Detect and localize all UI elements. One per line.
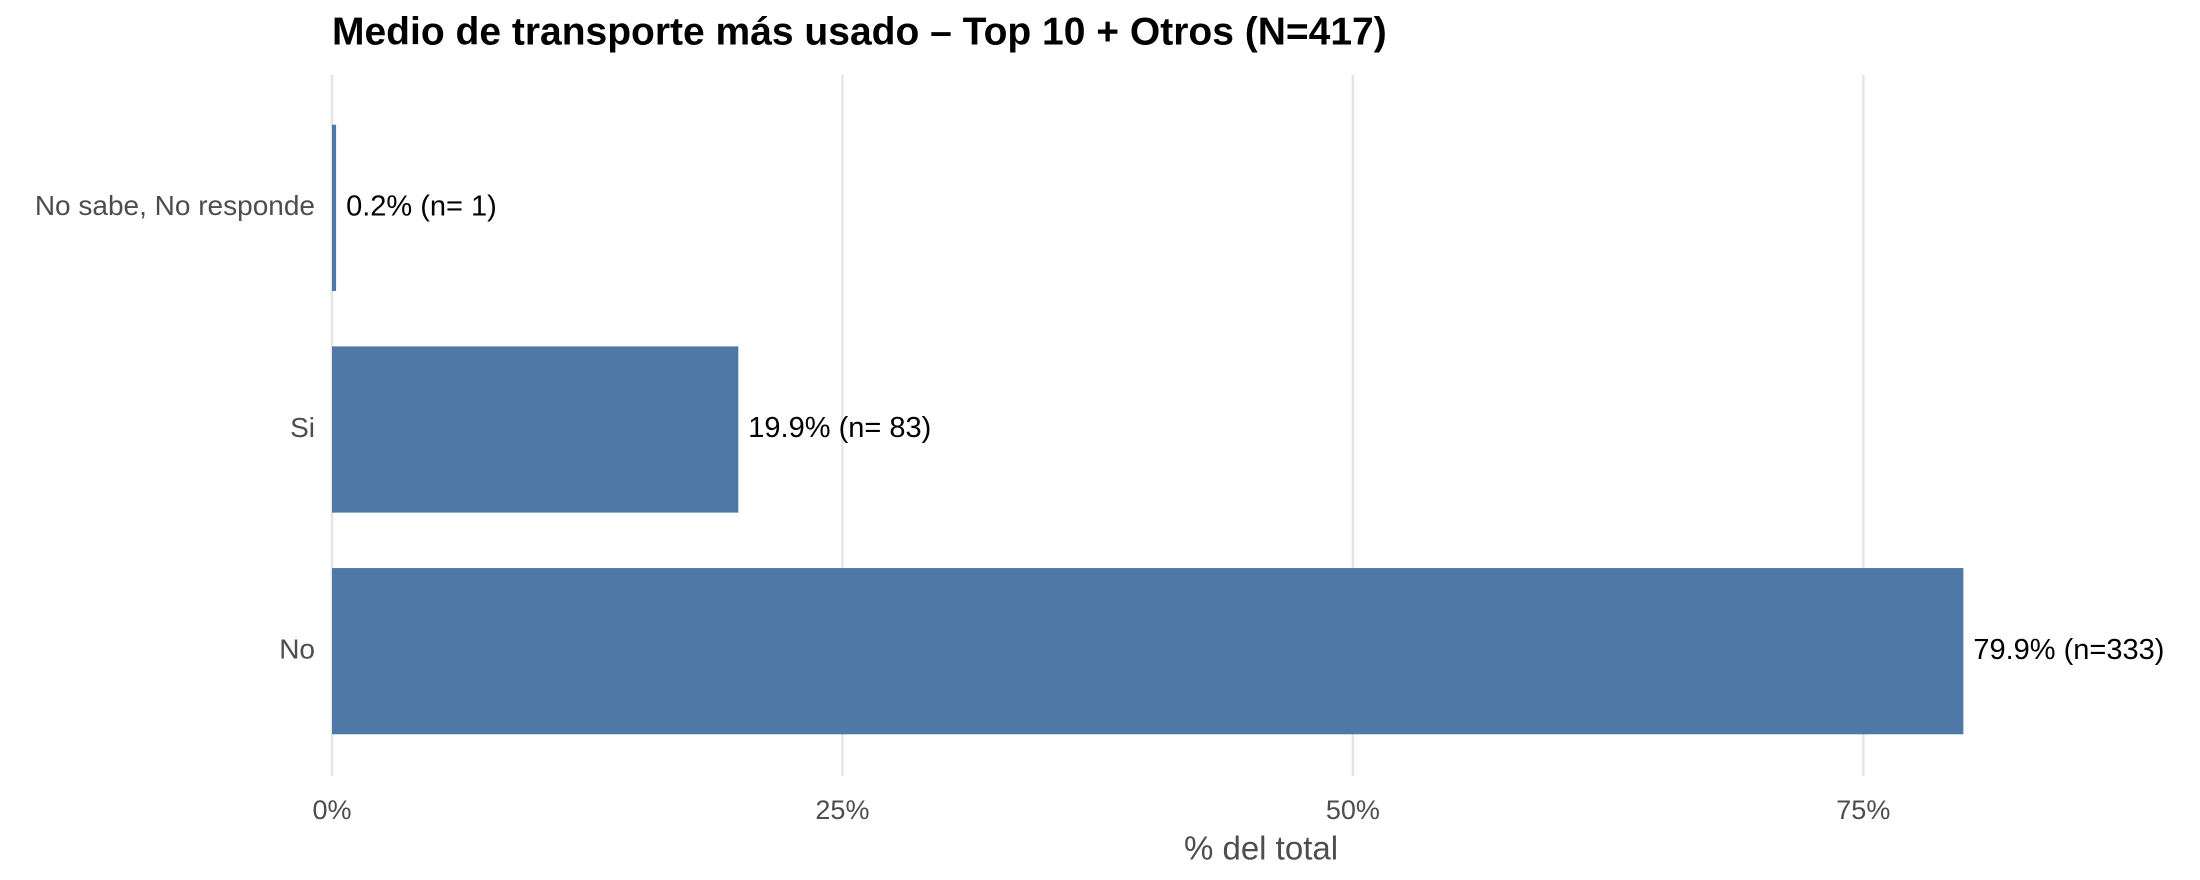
x-tick-label: 25% [815,795,869,825]
y-tick-label: No [279,634,315,665]
y-tick-label: No sabe, No responde [35,190,315,221]
bar [332,568,1964,735]
bar [332,346,739,513]
value-label: 0.2% (n= 1) [346,190,497,222]
x-tick-label: 0% [312,795,351,825]
x-tick-label: 50% [1326,795,1380,825]
value-label: 19.9% (n= 83) [748,412,931,444]
value-label: 79.9% (n=333) [1973,634,2164,666]
x-axis-title: % del total [1184,830,1338,867]
x-tick-label: 75% [1836,795,1890,825]
chart-title: Medio de transporte más usado – Top 10 +… [332,10,1387,53]
y-tick-label: Si [290,412,315,443]
bar [332,124,337,291]
